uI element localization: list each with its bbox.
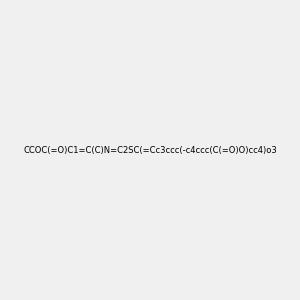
Text: CCOC(=O)C1=C(C)N=C2SC(=Cc3ccc(-c4ccc(C(=O)O)cc4)o3: CCOC(=O)C1=C(C)N=C2SC(=Cc3ccc(-c4ccc(C(=…: [23, 146, 277, 154]
